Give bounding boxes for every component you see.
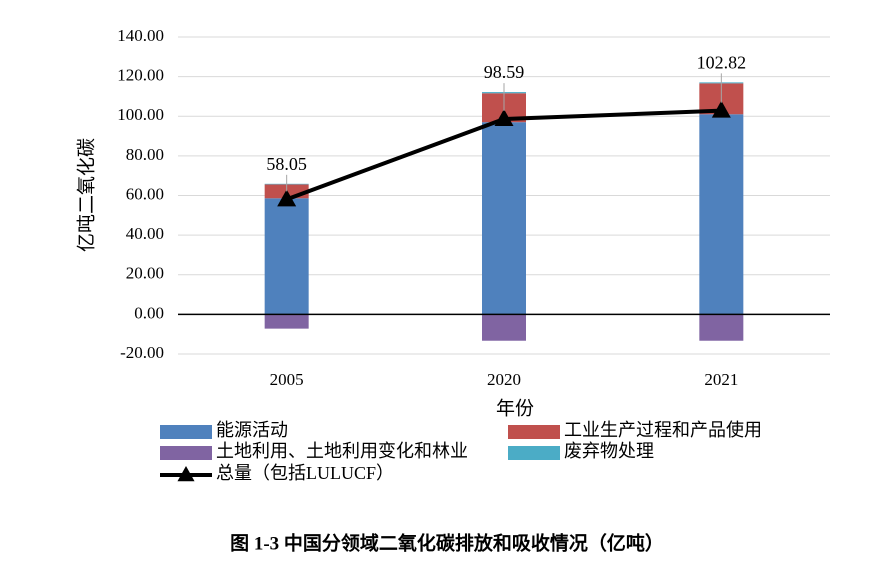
y-tick-label: 60.00 <box>126 184 164 203</box>
x-tick-label: 2021 <box>704 370 738 389</box>
legend-swatch <box>508 425 560 439</box>
total-marker <box>277 189 297 207</box>
x-tick-label: 2005 <box>270 370 304 389</box>
bar-segment <box>699 114 744 315</box>
data-label: 58.05 <box>266 154 307 174</box>
x-tick-label: 2020 <box>487 370 521 389</box>
bar-segment <box>699 314 744 341</box>
bar-segment <box>264 198 309 315</box>
legend-marker <box>177 466 195 482</box>
x-axis-label: 年份 <box>496 397 534 419</box>
legend-label: 能源活动 <box>216 420 288 440</box>
y-axis-label: 亿吨二氧化碳 <box>75 138 97 252</box>
total-marker <box>711 100 731 118</box>
y-tick-label: 80.00 <box>126 145 164 164</box>
legend-swatch <box>160 446 212 460</box>
data-label: 98.59 <box>484 62 525 82</box>
bar-segment <box>482 314 526 341</box>
bar-segment <box>264 314 309 329</box>
y-tick-label: 140.00 <box>117 26 164 45</box>
legend-label: 总量（包括LULUCF） <box>216 463 394 483</box>
bar-segment <box>482 122 526 315</box>
legend-label: 废弃物处理 <box>564 441 654 461</box>
total-marker <box>494 109 514 127</box>
y-tick-label: 100.00 <box>117 105 164 124</box>
y-tick-label: 120.00 <box>117 66 164 85</box>
y-tick-label: 20.00 <box>126 264 164 283</box>
legend-swatch <box>508 446 560 460</box>
legend-label: 土地利用、土地利用变化和林业 <box>216 441 468 461</box>
y-tick-label: -20.00 <box>120 343 164 362</box>
caption: 图 1-3 中国分领域二氧化碳排放和吸收情况（亿吨） <box>230 531 664 554</box>
y-tick-label: 40.00 <box>126 224 164 243</box>
y-tick-label: 0.00 <box>134 303 164 322</box>
legend-label: 工业生产过程和产品使用 <box>564 420 762 440</box>
legend-swatch <box>160 425 212 439</box>
data-label: 102.82 <box>697 52 747 72</box>
